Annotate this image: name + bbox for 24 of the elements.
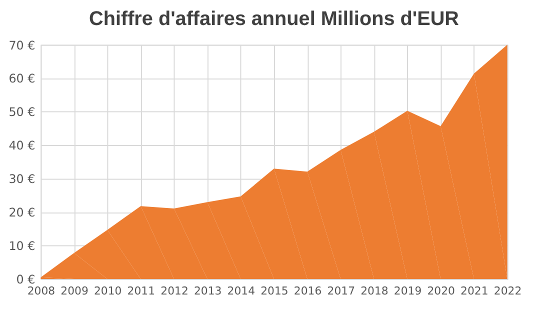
x-tick-label: 2015 [260, 284, 288, 298]
y-tick-label: 50 € [8, 105, 36, 120]
x-tick-label: 2008 [27, 284, 56, 298]
y-tick-label: 20 € [8, 206, 36, 220]
x-tick-label: 2017 [327, 284, 356, 298]
x-tick-label: 2016 [294, 284, 322, 298]
y-tick-label: 0 € [16, 272, 36, 287]
x-tick-label: 2022 [494, 284, 522, 298]
y-tick-label: 30 € [8, 172, 36, 186]
x-tick-label: 2019 [394, 284, 422, 298]
x-tick-label: 2018 [360, 284, 388, 298]
x-tick-label: 2009 [60, 284, 88, 298]
y-tick-label: 60 € [8, 72, 36, 86]
x-tick-label: 2020 [427, 284, 456, 298]
y-tick-label: 70 € [8, 38, 36, 52]
y-tick-label: 40 € [8, 138, 36, 153]
x-tick-label: 2010 [94, 284, 122, 298]
x-tick-label: 2011 [127, 284, 156, 298]
chart-title: Chiffre d'affaires annuel Millions d'EUR [88, 8, 459, 30]
x-tick-label: 2012 [160, 284, 188, 298]
y-tick-label: 10 € [8, 239, 36, 254]
x-tick-label: 2013 [194, 284, 222, 298]
x-tick-label: 2021 [460, 284, 488, 298]
x-tick-label: 2014 [227, 284, 256, 298]
